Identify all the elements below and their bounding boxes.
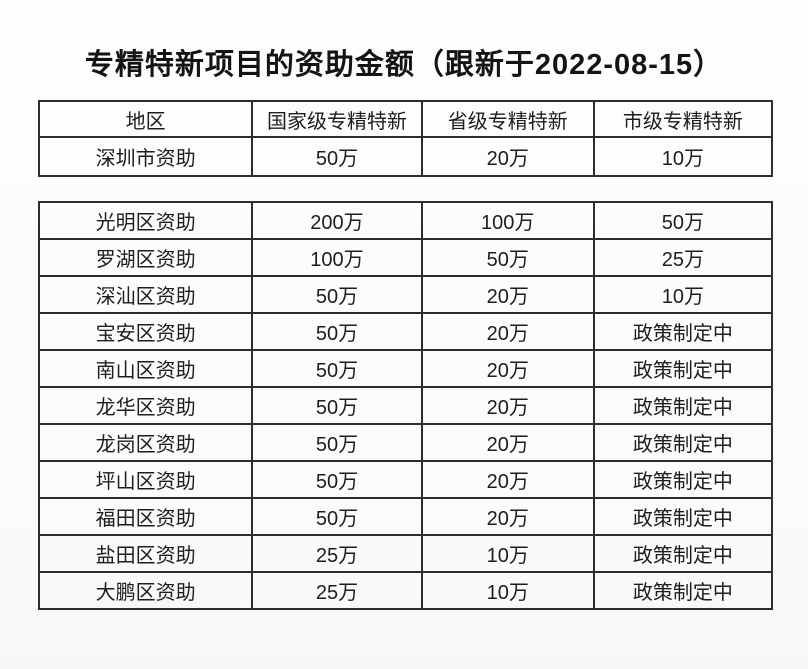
cell-provincial: 20万: [420, 136, 595, 177]
cell-provincial: 20万: [420, 497, 595, 536]
header-cell-national: 国家级专精特新: [251, 100, 423, 138]
cell-provincial: 20万: [420, 349, 595, 388]
table-row: 南山区资助 50万 20万 政策制定中: [37, 349, 774, 388]
header-cell-provincial: 省级专精特新: [420, 100, 595, 138]
table-header-row: 地区 国家级专精特新 省级专精特新 市级专精特新: [37, 100, 774, 138]
cell-provincial: 20万: [420, 312, 595, 351]
cell-region: 盐田区资助: [37, 534, 254, 573]
cell-region: 宝安区资助: [37, 312, 254, 351]
table-row: 龙岗区资助 50万 20万 政策制定中: [37, 423, 774, 462]
page-title: 专精特新项目的资助金额（跟新于2022-08-15）: [84, 49, 724, 81]
cell-national: 50万: [251, 136, 423, 177]
cell-provincial: 20万: [420, 460, 595, 499]
cell-region: 深汕区资助: [37, 275, 254, 314]
cell-provincial: 50万: [420, 238, 595, 277]
cell-provincial: 20万: [420, 275, 595, 314]
table-row: 盐田区资助 25万 10万 政策制定中: [37, 534, 774, 573]
cell-municipal: 政策制定中: [592, 571, 774, 610]
cell-national: 50万: [251, 497, 423, 536]
cell-provincial: 20万: [420, 386, 595, 425]
table-row: 宝安区资助 50万 20万 政策制定中: [37, 312, 774, 351]
cell-municipal: 政策制定中: [592, 312, 774, 351]
cell-municipal: 政策制定中: [592, 534, 774, 573]
cell-municipal: 政策制定中: [592, 349, 774, 388]
cell-region: 福田区资助: [37, 497, 254, 536]
cell-municipal: 政策制定中: [592, 460, 774, 499]
cell-region: 南山区资助: [37, 349, 254, 388]
cell-national: 50万: [251, 460, 423, 499]
cell-provincial: 10万: [420, 534, 595, 573]
cell-provincial: 10万: [420, 571, 595, 610]
cell-municipal: 政策制定中: [592, 423, 774, 462]
cell-region: 光明区资助: [37, 201, 254, 240]
cell-region: 龙华区资助: [37, 386, 254, 425]
table-row: 光明区资助 200万 100万 50万: [37, 201, 774, 240]
table-row: 罗湖区资助 100万 50万 25万: [37, 238, 774, 277]
table-row: 深汕区资助 50万 20万 10万: [37, 275, 774, 314]
header-cell-municipal: 市级专精特新: [592, 100, 774, 138]
table-row: 龙华区资助 50万 20万 政策制定中: [37, 386, 774, 425]
cell-provincial: 20万: [420, 423, 595, 462]
cell-municipal: 10万: [592, 275, 774, 314]
cell-municipal: 政策制定中: [592, 497, 774, 536]
table-row: 福田区资助 50万 20万 政策制定中: [37, 497, 774, 536]
cell-municipal: 10万: [592, 136, 774, 177]
cell-region: 深圳市资助: [37, 136, 254, 177]
cell-national: 50万: [251, 275, 423, 314]
cell-national: 100万: [251, 238, 423, 277]
cell-national: 50万: [251, 423, 423, 462]
cell-region: 大鹏区资助: [37, 571, 254, 610]
cell-national: 50万: [251, 312, 423, 351]
table-row: 坪山区资助 50万 20万 政策制定中: [37, 460, 774, 499]
header-cell-region: 地区: [37, 100, 254, 138]
cell-region: 坪山区资助: [37, 460, 254, 499]
district-subsidy-table: 光明区资助 200万 100万 50万 罗湖区资助 100万 50万 25万 深…: [37, 201, 774, 610]
cell-national: 50万: [251, 386, 423, 425]
cell-municipal: 政策制定中: [592, 386, 774, 425]
cell-region: 龙岗区资助: [37, 423, 254, 462]
cell-national: 25万: [251, 534, 423, 573]
table-row: 深圳市资助 50万 20万 10万: [37, 136, 774, 177]
table-row: 大鹏区资助 25万 10万 政策制定中: [37, 571, 774, 610]
cell-municipal: 50万: [592, 201, 774, 240]
cell-national: 200万: [251, 201, 423, 240]
cell-municipal: 25万: [592, 238, 774, 277]
cell-provincial: 100万: [420, 201, 595, 240]
cell-region: 罗湖区资助: [37, 238, 254, 277]
cell-national: 25万: [251, 571, 423, 610]
cell-national: 50万: [251, 349, 423, 388]
city-subsidy-table: 地区 国家级专精特新 省级专精特新 市级专精特新 深圳市资助 50万 20万 1…: [37, 100, 774, 177]
